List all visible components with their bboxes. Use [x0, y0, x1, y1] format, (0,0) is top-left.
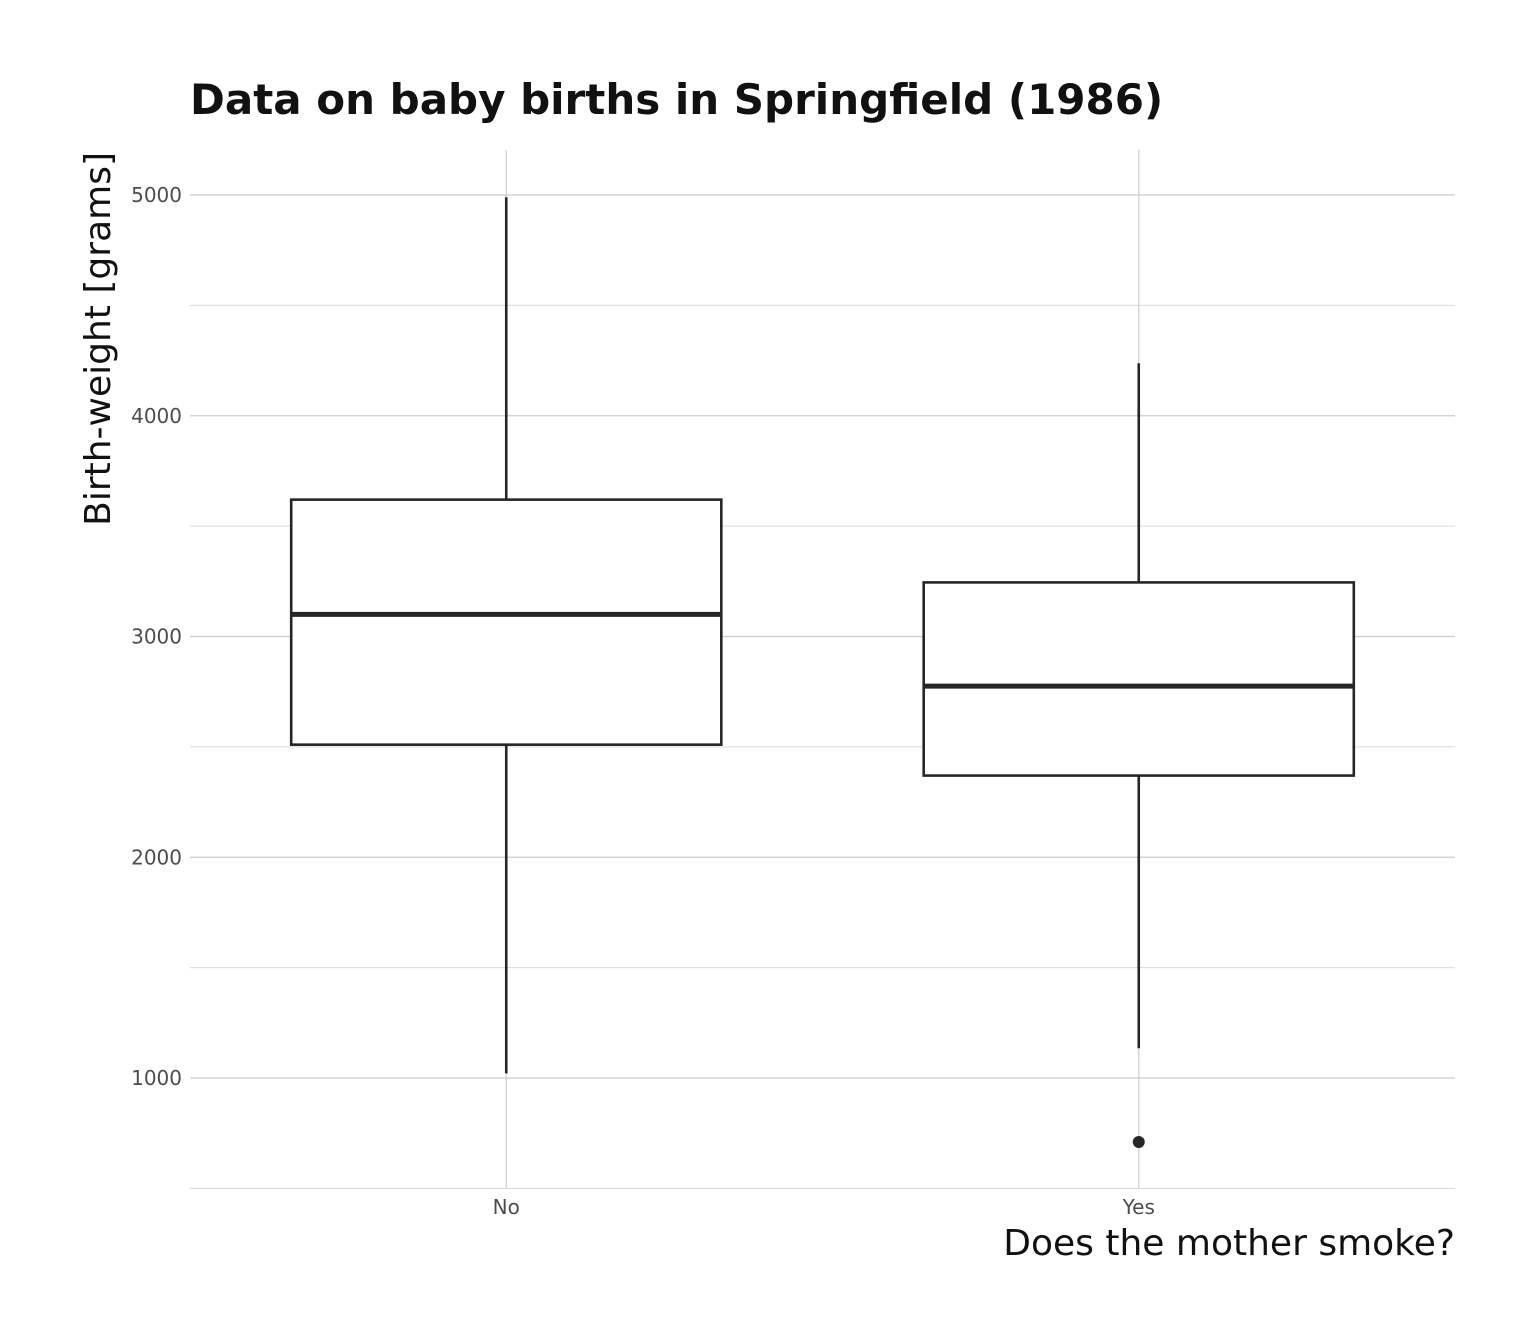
x-tick-label: No: [493, 1195, 520, 1219]
y-tick-label: 5000: [131, 183, 182, 207]
x-tick-label: Yes: [1122, 1195, 1155, 1219]
iqr-box: [922, 581, 1356, 777]
y-axis-title: Birth-weight [grams]: [78, 152, 119, 526]
y-axis-ticks: 1000 2000 3000 4000 5000: [131, 183, 182, 1090]
x-axis-title: Does the mother smoke?: [1003, 1223, 1455, 1264]
x-axis-ticks: No Yes: [493, 1195, 1155, 1219]
y-tick-label: 2000: [131, 845, 182, 869]
box-yes: [922, 363, 1356, 1149]
outlier-point: [1132, 1136, 1145, 1149]
plot-area: [289, 197, 1356, 1149]
y-tick-label: 1000: [131, 1066, 182, 1090]
chart-title: Data on baby births in Springfield (1986…: [190, 75, 1163, 124]
iqr-box: [289, 498, 723, 746]
y-tick-label: 3000: [131, 625, 182, 649]
y-tick-label: 4000: [131, 404, 182, 428]
box-no: [289, 197, 723, 1074]
